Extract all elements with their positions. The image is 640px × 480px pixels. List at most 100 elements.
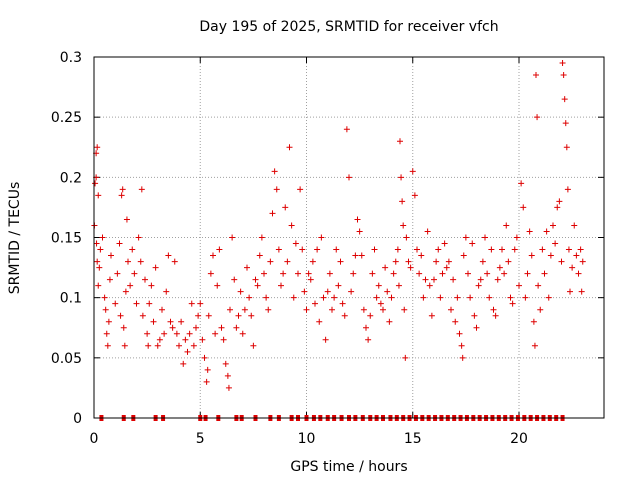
data-point <box>477 276 484 283</box>
data-point <box>101 294 108 301</box>
data-point <box>496 264 503 271</box>
data-point <box>239 330 246 337</box>
data-point <box>471 312 478 319</box>
data-point <box>94 144 101 151</box>
data-point <box>123 216 130 223</box>
data-point <box>448 306 454 313</box>
data-point <box>526 228 533 235</box>
data-point <box>533 72 539 79</box>
data-point <box>552 240 559 247</box>
data-point <box>420 294 427 301</box>
y-tick-label: 0 <box>73 411 82 427</box>
data-point <box>235 312 242 319</box>
data-point <box>577 246 584 253</box>
data-point <box>280 270 287 277</box>
data-point <box>331 294 338 301</box>
data-point <box>137 258 144 265</box>
data-point <box>288 222 295 229</box>
data-point <box>320 294 327 301</box>
data-point <box>418 252 425 259</box>
data-point <box>401 306 408 313</box>
data-point <box>520 204 527 211</box>
data-point <box>203 378 210 385</box>
data-point <box>229 234 236 241</box>
data-point <box>399 198 406 205</box>
data-point <box>482 234 488 241</box>
data-point <box>562 120 569 127</box>
data-point <box>403 234 410 241</box>
data-point <box>505 258 512 265</box>
data-point <box>437 294 444 301</box>
data-point <box>190 342 197 349</box>
data-point <box>458 342 465 349</box>
data-point <box>150 318 157 325</box>
data-point <box>314 246 321 253</box>
data-point <box>173 330 180 337</box>
data-point <box>163 288 170 295</box>
data-point <box>201 354 208 361</box>
data-point <box>145 342 152 349</box>
data-point <box>97 246 104 253</box>
data-point <box>545 294 552 301</box>
y-tick-label: 0.3 <box>60 50 82 66</box>
data-point <box>144 330 151 337</box>
data-point <box>439 270 446 277</box>
data-point <box>428 312 435 319</box>
data-point <box>367 312 374 319</box>
data-point <box>388 294 395 301</box>
data-point <box>394 246 401 253</box>
data-point <box>301 288 308 295</box>
data-point <box>411 192 418 199</box>
data-point <box>397 138 403 145</box>
data-point <box>139 312 146 319</box>
data-point <box>103 330 110 337</box>
data-point <box>567 288 573 295</box>
data-point <box>292 240 299 247</box>
y-axis-label: SRMTID / TECUs <box>7 182 23 295</box>
data-point <box>309 258 316 265</box>
data-point <box>575 270 582 277</box>
data-point <box>433 258 440 265</box>
data-point <box>561 96 568 103</box>
data-point <box>565 246 572 253</box>
x-tick-label: 0 <box>90 431 99 447</box>
data-point <box>193 324 199 331</box>
data-point <box>499 246 505 253</box>
data-point <box>154 342 161 349</box>
data-point <box>452 318 459 325</box>
data-point <box>511 246 518 253</box>
data-point <box>271 168 278 175</box>
data-point <box>492 312 499 319</box>
data-point <box>265 306 272 313</box>
data-point <box>324 288 331 295</box>
data-point <box>402 354 409 361</box>
data-point <box>377 300 384 307</box>
data-point <box>261 270 267 277</box>
data-point <box>165 252 172 259</box>
data-point <box>220 336 227 343</box>
data-point <box>503 222 510 229</box>
data-point <box>254 282 261 289</box>
data-point <box>282 204 289 211</box>
data-point <box>335 282 342 289</box>
data-point <box>431 276 437 283</box>
chart-title: Day 195 of 2025, SRMTID for receiver vfc… <box>199 19 498 35</box>
data-point <box>318 234 325 241</box>
data-point <box>569 264 576 271</box>
data-point <box>205 312 212 319</box>
data-point <box>456 330 463 337</box>
data-point <box>522 294 529 301</box>
y-tick-label: 0.15 <box>51 231 82 247</box>
data-point <box>248 312 255 319</box>
data-point <box>167 318 174 325</box>
data-point <box>539 246 546 253</box>
data-point <box>290 294 297 301</box>
data-point <box>356 228 363 235</box>
data-point <box>127 282 134 289</box>
x-tick-label: 5 <box>196 431 205 447</box>
data-point <box>108 252 114 259</box>
data-point <box>459 354 466 361</box>
data-point <box>305 270 312 277</box>
y-tick-label: 0.1 <box>60 291 82 307</box>
